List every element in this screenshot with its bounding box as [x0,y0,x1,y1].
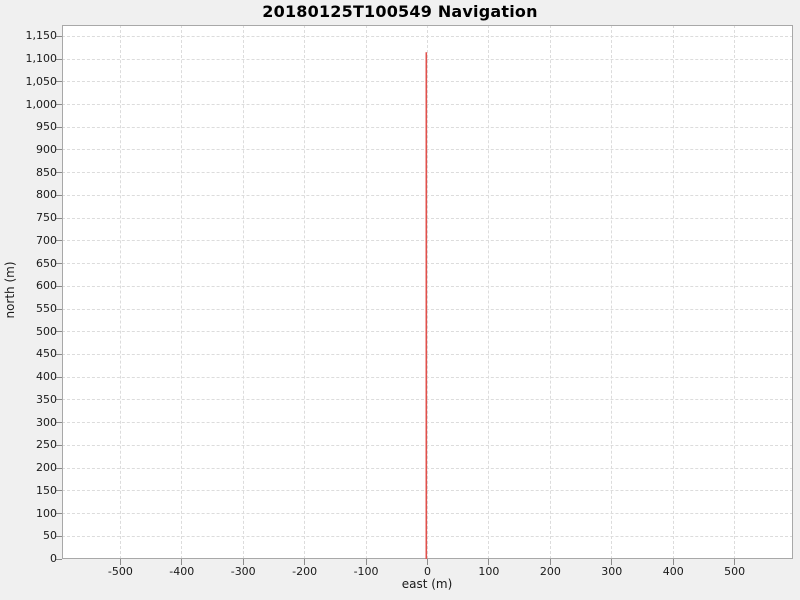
x-tick-label: -300 [230,565,256,578]
y-tick-label: 200 [36,461,57,475]
y-tick-label: 450 [36,347,57,361]
x-tick-label: 0 [424,565,431,578]
y-tick-label: 650 [36,256,57,270]
y-tick-label: 600 [36,279,57,293]
y-tick-label: 400 [36,370,57,384]
y-tick-mark [56,35,62,37]
y-axis-label: north (m) [3,261,17,319]
y-tick-label: 1,100 [25,52,58,66]
y-tick-mark [56,149,62,151]
x-tick-label: -500 [107,565,133,578]
y-tick-mark [56,331,62,333]
x-tick-mark [427,559,428,565]
x-tick-mark [549,559,551,565]
y-tick-label: 950 [36,120,57,134]
y-tick-mark [56,104,62,106]
y-tick-mark [56,490,62,492]
y-tick-label: 900 [36,142,57,156]
x-tick-mark [119,559,121,565]
y-tick-label: 750 [36,211,57,225]
x-tick-mark [734,559,736,565]
y-tick-mark [56,126,62,128]
y-tick-label: 700 [36,233,57,247]
y-tick-mark [56,376,62,378]
x-tick-label: 300 [601,565,623,578]
y-tick-label: 0 [50,552,57,565]
y-tick-mark [56,513,62,515]
x-tick-label: 400 [662,565,684,578]
y-tick-mark [56,308,62,310]
chart-title: 20180125T100549 Navigation [262,2,538,21]
y-tick-mark [56,172,62,174]
y-tick-label: 150 [36,483,57,497]
x-tick-mark [304,559,306,565]
y-tick-label: 550 [36,302,57,316]
x-tick-label: 100 [478,565,500,578]
y-tick-mark [56,285,62,287]
y-tick-label: 1,050 [25,74,58,88]
x-tick-label: -200 [292,565,318,578]
x-tick-mark [365,559,367,565]
series-line-layer [425,52,428,559]
x-tick-label: 200 [539,565,561,578]
y-tick-mark [56,399,62,401]
y-tick-mark [56,81,62,83]
y-tick-mark [56,444,62,446]
y-tick-mark [56,353,62,355]
x-tick-label: -400 [169,565,195,578]
y-tick-mark [56,467,62,469]
y-tick-label: 300 [36,415,57,429]
y-tick-mark [56,422,62,424]
y-tick-mark [56,558,62,560]
y-tick-label: 100 [36,506,57,520]
y-tick-label: 800 [36,188,57,202]
x-tick-mark [488,559,490,565]
y-tick-label: 500 [36,324,57,338]
y-tick-mark [56,263,62,265]
y-tick-label: 1,000 [25,97,58,111]
y-tick-mark [56,217,62,219]
y-tick-mark [56,194,62,196]
y-tick-label: 50 [43,529,57,543]
y-tick-label: 850 [36,165,57,179]
x-tick-mark [672,559,674,565]
y-tick-label: 350 [36,392,57,406]
x-tick-label: -100 [353,565,379,578]
y-tick-label: 250 [36,438,57,452]
x-tick-label: 500 [724,565,746,578]
x-tick-mark [181,559,183,565]
x-tick-mark [611,559,613,565]
y-tick-mark [56,535,62,537]
y-tick-label: 1,150 [25,29,58,43]
x-axis-label: east (m) [401,577,453,591]
x-tick-mark [242,559,244,565]
y-tick-mark [56,58,62,60]
y-tick-mark [56,240,62,242]
